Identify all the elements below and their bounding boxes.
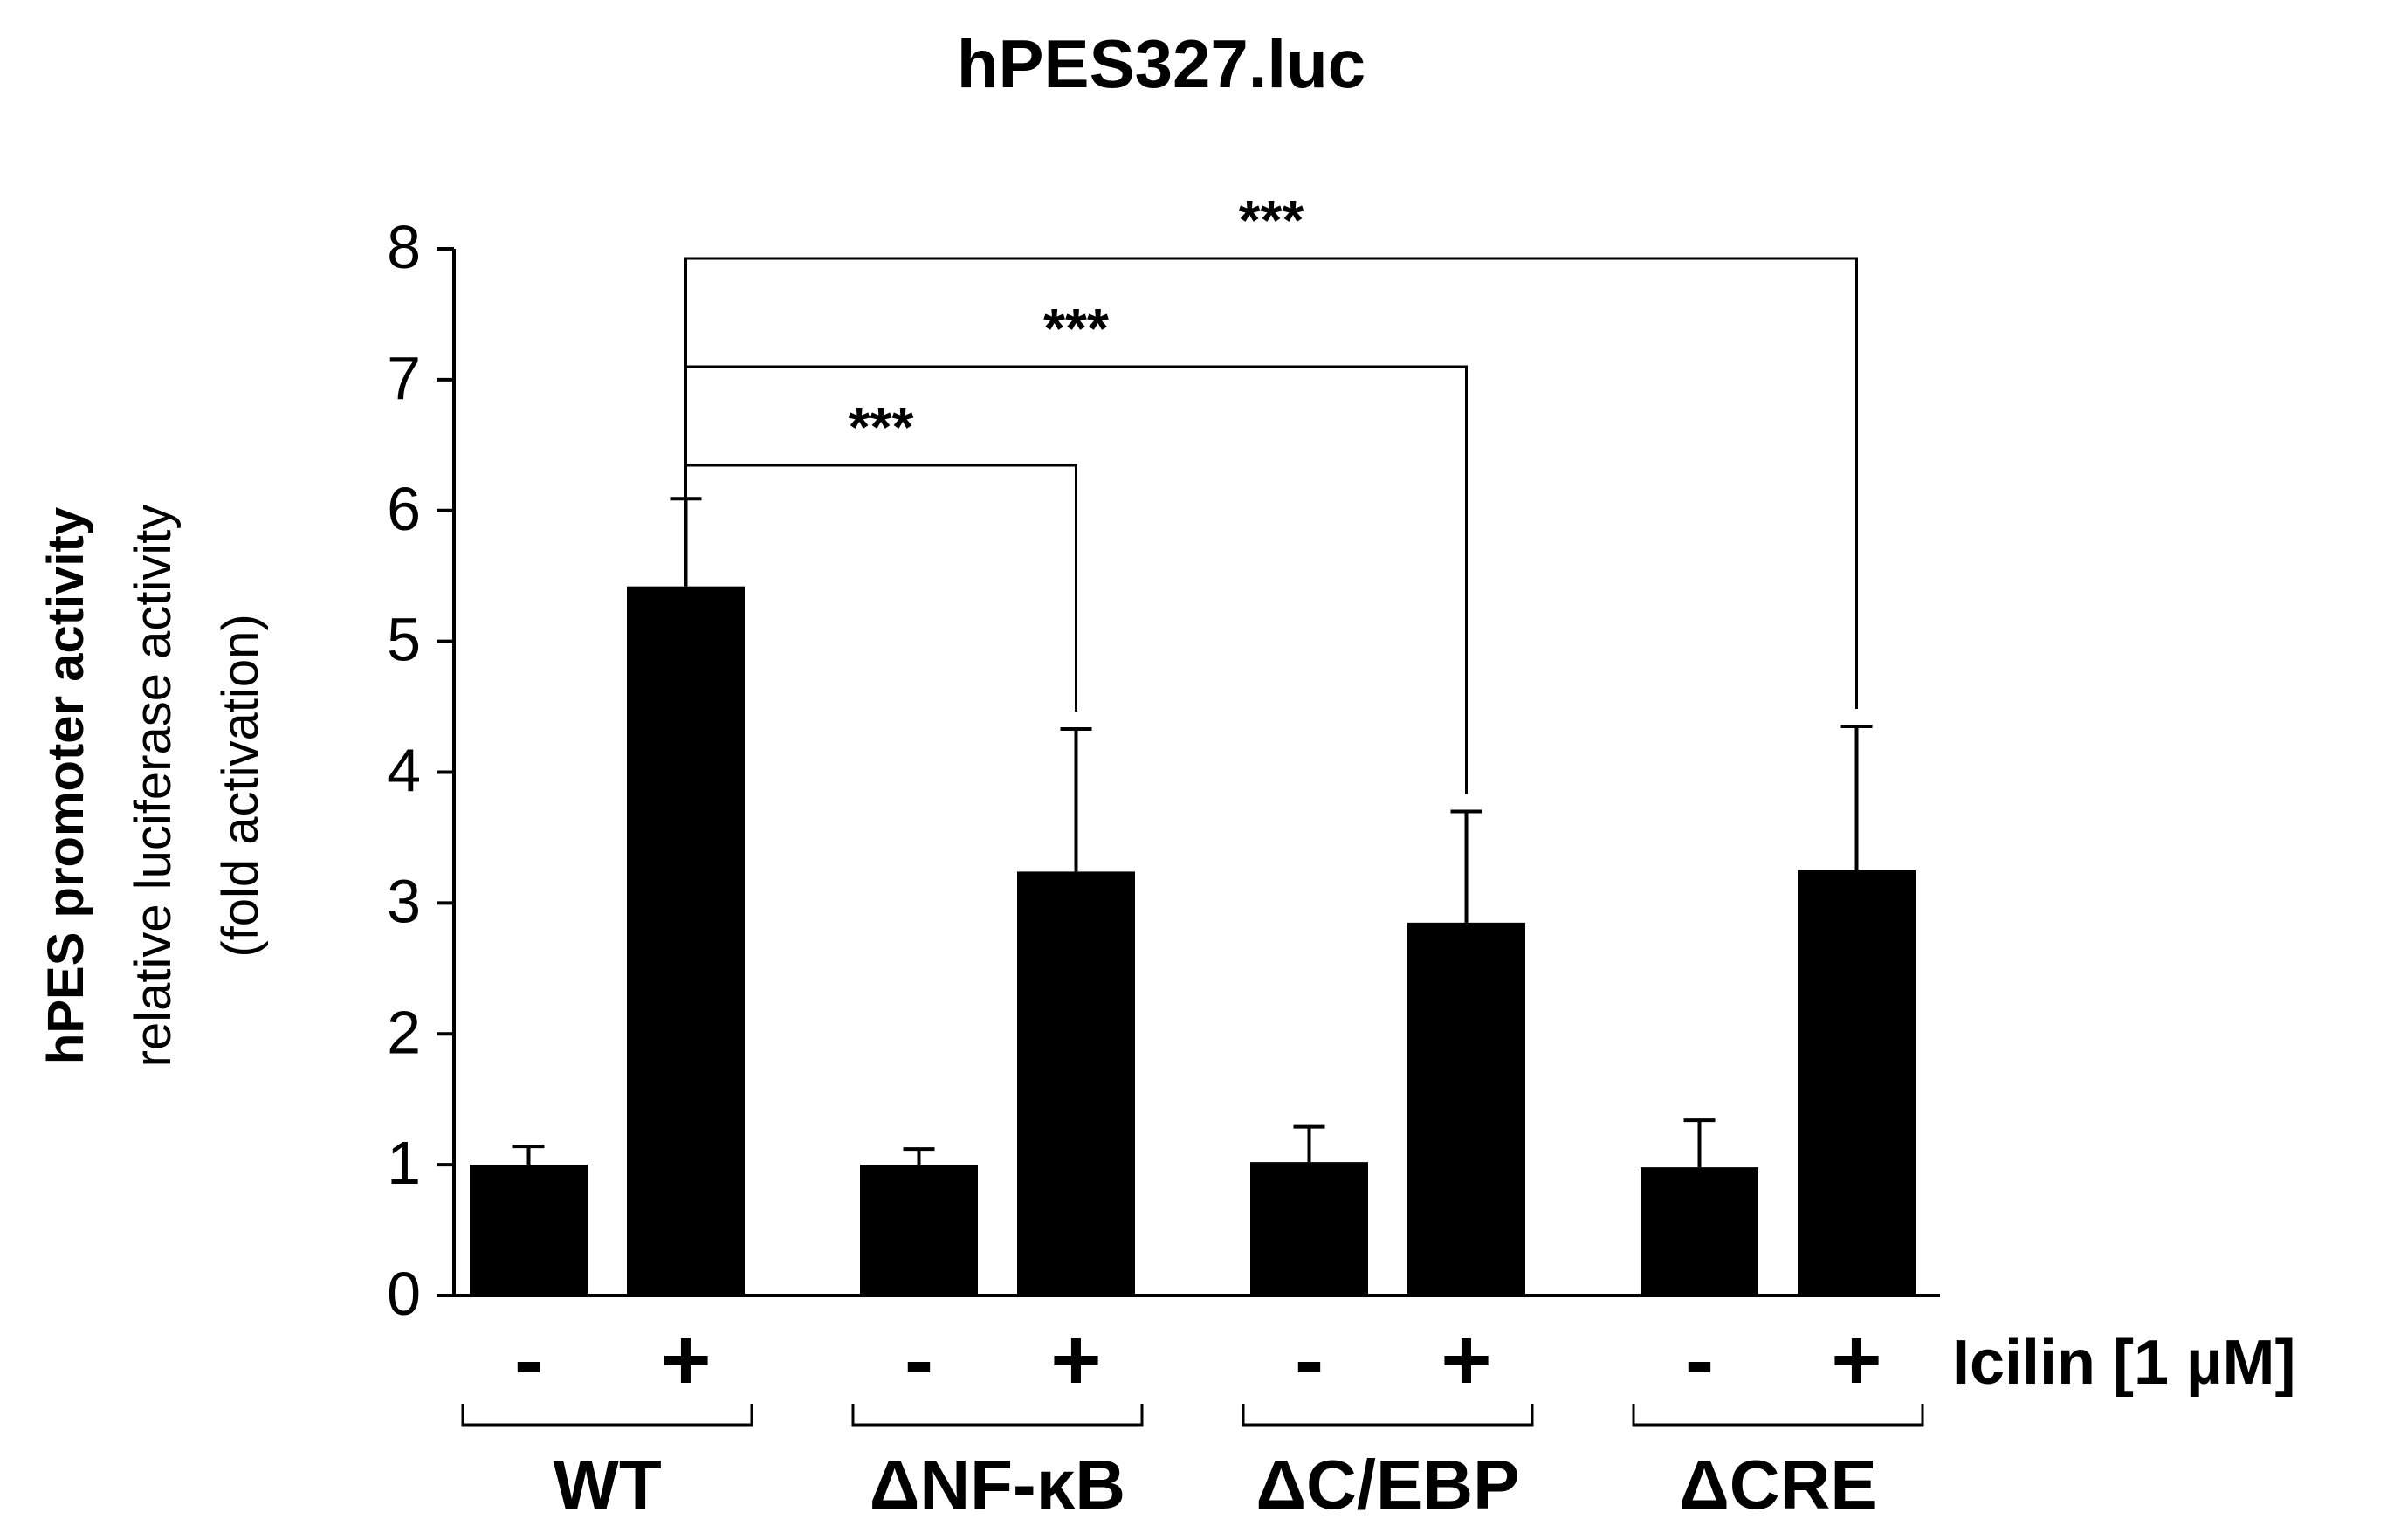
y-tick-label: 8 bbox=[387, 213, 421, 281]
condition-labels: - + - + - + - + bbox=[514, 1311, 1882, 1409]
condition-label: - bbox=[905, 1311, 933, 1409]
bar bbox=[1407, 922, 1525, 1296]
bar bbox=[1641, 1167, 1758, 1296]
y-tick-label: 3 bbox=[387, 867, 421, 935]
significance-bracket bbox=[684, 257, 1858, 710]
group-label: WT bbox=[553, 1446, 662, 1523]
group-bracket bbox=[1632, 1404, 1924, 1427]
group-label: ΔNF-κB bbox=[870, 1446, 1125, 1523]
bar bbox=[627, 586, 745, 1296]
bar bbox=[1798, 870, 1916, 1296]
y-axis: 0 1 2 3 4 5 6 7 8 bbox=[387, 213, 456, 1328]
y-axis-label-line3: (fold activation) bbox=[212, 614, 269, 957]
bar bbox=[860, 1165, 978, 1296]
y-tick-label: 0 bbox=[387, 1260, 421, 1328]
significance-label: *** bbox=[1043, 297, 1109, 360]
condition-label: + bbox=[1050, 1311, 1101, 1409]
y-axis-label-bold: hPES promoter activity bbox=[38, 507, 94, 1064]
y-tick-label: 4 bbox=[387, 737, 421, 805]
y-tick-label: 1 bbox=[387, 1129, 421, 1197]
y-tick-label: 6 bbox=[387, 475, 421, 543]
group-brackets: WT ΔNF-κB ΔC/EBP ΔCRE bbox=[461, 1404, 1924, 1523]
condition-label: + bbox=[1441, 1311, 1491, 1409]
treatment-label: Icilin [1 µM] bbox=[1952, 1328, 2296, 1398]
chart-title: hPES327.luc bbox=[957, 25, 1365, 102]
group-bracket bbox=[1242, 1404, 1534, 1427]
y-axis-label-line2: relative luciferase activity bbox=[125, 505, 182, 1068]
condition-label: + bbox=[1831, 1311, 1881, 1409]
significance-brackets: *** *** *** bbox=[684, 189, 1858, 794]
condition-label: + bbox=[660, 1311, 711, 1409]
group-bracket bbox=[851, 1404, 1144, 1427]
y-axis-title: hPES promoter activity relative lucifera… bbox=[38, 505, 269, 1068]
bars bbox=[470, 586, 1916, 1296]
group-label: ΔC/EBP bbox=[1256, 1446, 1520, 1523]
group-label: ΔCRE bbox=[1679, 1446, 1876, 1523]
y-tick-label: 2 bbox=[387, 998, 421, 1066]
y-tick-label: 5 bbox=[387, 606, 421, 674]
y-tick-label: 7 bbox=[387, 344, 421, 412]
error-bars bbox=[512, 497, 1873, 1168]
group-bracket bbox=[461, 1404, 753, 1427]
bar bbox=[470, 1165, 588, 1296]
condition-label: - bbox=[1295, 1311, 1324, 1409]
bar bbox=[1250, 1162, 1368, 1296]
bar bbox=[1017, 871, 1135, 1296]
significance-label: *** bbox=[1239, 189, 1304, 251]
significance-label: *** bbox=[849, 395, 914, 458]
condition-label: - bbox=[1685, 1311, 1714, 1409]
condition-label: - bbox=[514, 1311, 543, 1409]
